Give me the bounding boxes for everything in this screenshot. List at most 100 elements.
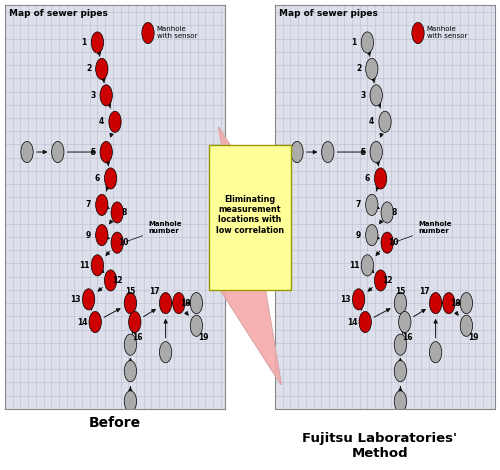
Text: 19: 19 xyxy=(468,333,478,342)
Circle shape xyxy=(430,292,442,313)
Text: Before: Before xyxy=(89,416,141,430)
Text: 11: 11 xyxy=(79,261,90,270)
Circle shape xyxy=(160,342,172,363)
Circle shape xyxy=(374,168,387,189)
FancyBboxPatch shape xyxy=(208,145,292,290)
Circle shape xyxy=(379,111,391,133)
Text: Manhole
with sensor: Manhole with sensor xyxy=(157,26,197,39)
Text: 2: 2 xyxy=(356,64,361,73)
Text: 8: 8 xyxy=(391,208,396,217)
Text: 4: 4 xyxy=(99,118,104,126)
Circle shape xyxy=(442,292,455,313)
Circle shape xyxy=(361,32,374,53)
Circle shape xyxy=(160,292,172,313)
Text: 3: 3 xyxy=(90,91,96,100)
Circle shape xyxy=(381,232,394,253)
Text: 10: 10 xyxy=(388,238,399,247)
Circle shape xyxy=(190,315,202,337)
Text: 15: 15 xyxy=(125,287,136,296)
Text: 18: 18 xyxy=(450,298,460,308)
Text: 12: 12 xyxy=(112,276,122,285)
Circle shape xyxy=(370,141,382,163)
Circle shape xyxy=(21,141,33,163)
Circle shape xyxy=(111,232,124,253)
Text: 16: 16 xyxy=(402,333,412,342)
Text: 10: 10 xyxy=(118,238,129,247)
Circle shape xyxy=(394,334,406,355)
Text: 9: 9 xyxy=(86,231,91,240)
Text: 7: 7 xyxy=(86,200,92,210)
Text: 7: 7 xyxy=(356,200,362,210)
Circle shape xyxy=(366,225,378,246)
Text: 18: 18 xyxy=(180,298,190,308)
Circle shape xyxy=(291,141,303,163)
Text: Fujitsu Laboratories'
Method: Fujitsu Laboratories' Method xyxy=(302,432,458,461)
Circle shape xyxy=(352,289,365,310)
Text: 17: 17 xyxy=(420,287,430,296)
Text: 9: 9 xyxy=(356,231,361,240)
Circle shape xyxy=(124,292,136,313)
Circle shape xyxy=(398,312,411,333)
Circle shape xyxy=(52,141,64,163)
Text: 12: 12 xyxy=(382,276,392,285)
Text: 3: 3 xyxy=(360,91,366,100)
Text: 6: 6 xyxy=(95,174,100,183)
Circle shape xyxy=(109,111,121,133)
Circle shape xyxy=(89,312,102,333)
Text: 16: 16 xyxy=(132,333,142,342)
Circle shape xyxy=(370,85,382,106)
Text: Manhole
with sensor: Manhole with sensor xyxy=(427,26,467,39)
Text: 13: 13 xyxy=(340,295,350,304)
Text: 13: 13 xyxy=(70,295,80,304)
Circle shape xyxy=(100,85,112,106)
Circle shape xyxy=(460,315,472,337)
Text: 1: 1 xyxy=(82,38,87,47)
Circle shape xyxy=(91,32,104,53)
Circle shape xyxy=(412,23,424,44)
Text: 5: 5 xyxy=(360,148,366,157)
Circle shape xyxy=(359,312,372,333)
Text: 14: 14 xyxy=(347,318,357,327)
Circle shape xyxy=(96,58,108,79)
Text: Map of sewer pipes: Map of sewer pipes xyxy=(10,9,108,18)
Circle shape xyxy=(104,270,117,291)
Circle shape xyxy=(124,334,136,355)
Text: 1: 1 xyxy=(352,38,357,47)
Circle shape xyxy=(82,289,95,310)
Circle shape xyxy=(381,202,394,223)
Circle shape xyxy=(100,141,112,163)
Circle shape xyxy=(96,194,108,215)
Circle shape xyxy=(96,225,108,246)
Circle shape xyxy=(142,23,154,44)
Circle shape xyxy=(172,292,185,313)
Text: 17: 17 xyxy=(150,287,160,296)
Circle shape xyxy=(374,270,387,291)
Circle shape xyxy=(394,360,406,382)
Circle shape xyxy=(322,141,334,163)
Circle shape xyxy=(111,202,124,223)
Text: Manhole
number: Manhole number xyxy=(126,221,182,242)
Text: 2: 2 xyxy=(86,64,91,73)
Circle shape xyxy=(190,292,202,313)
Circle shape xyxy=(366,58,378,79)
Circle shape xyxy=(91,255,104,276)
Text: 4: 4 xyxy=(369,118,374,126)
Text: Map of sewer pipes: Map of sewer pipes xyxy=(280,9,378,18)
Circle shape xyxy=(460,292,472,313)
Text: 6: 6 xyxy=(365,174,370,183)
Circle shape xyxy=(430,342,442,363)
Circle shape xyxy=(394,292,406,313)
Text: Eliminating
measurement
locations with
low correlation: Eliminating measurement locations with l… xyxy=(216,195,284,235)
Circle shape xyxy=(124,391,136,412)
Text: 11: 11 xyxy=(349,261,360,270)
Text: 5: 5 xyxy=(90,148,96,157)
Text: 15: 15 xyxy=(395,287,406,296)
Circle shape xyxy=(128,312,141,333)
Circle shape xyxy=(104,168,117,189)
Circle shape xyxy=(361,255,374,276)
Text: 8: 8 xyxy=(121,208,126,217)
Text: 19: 19 xyxy=(198,333,208,342)
Circle shape xyxy=(366,194,378,215)
Text: 14: 14 xyxy=(77,318,88,327)
Polygon shape xyxy=(218,127,282,385)
